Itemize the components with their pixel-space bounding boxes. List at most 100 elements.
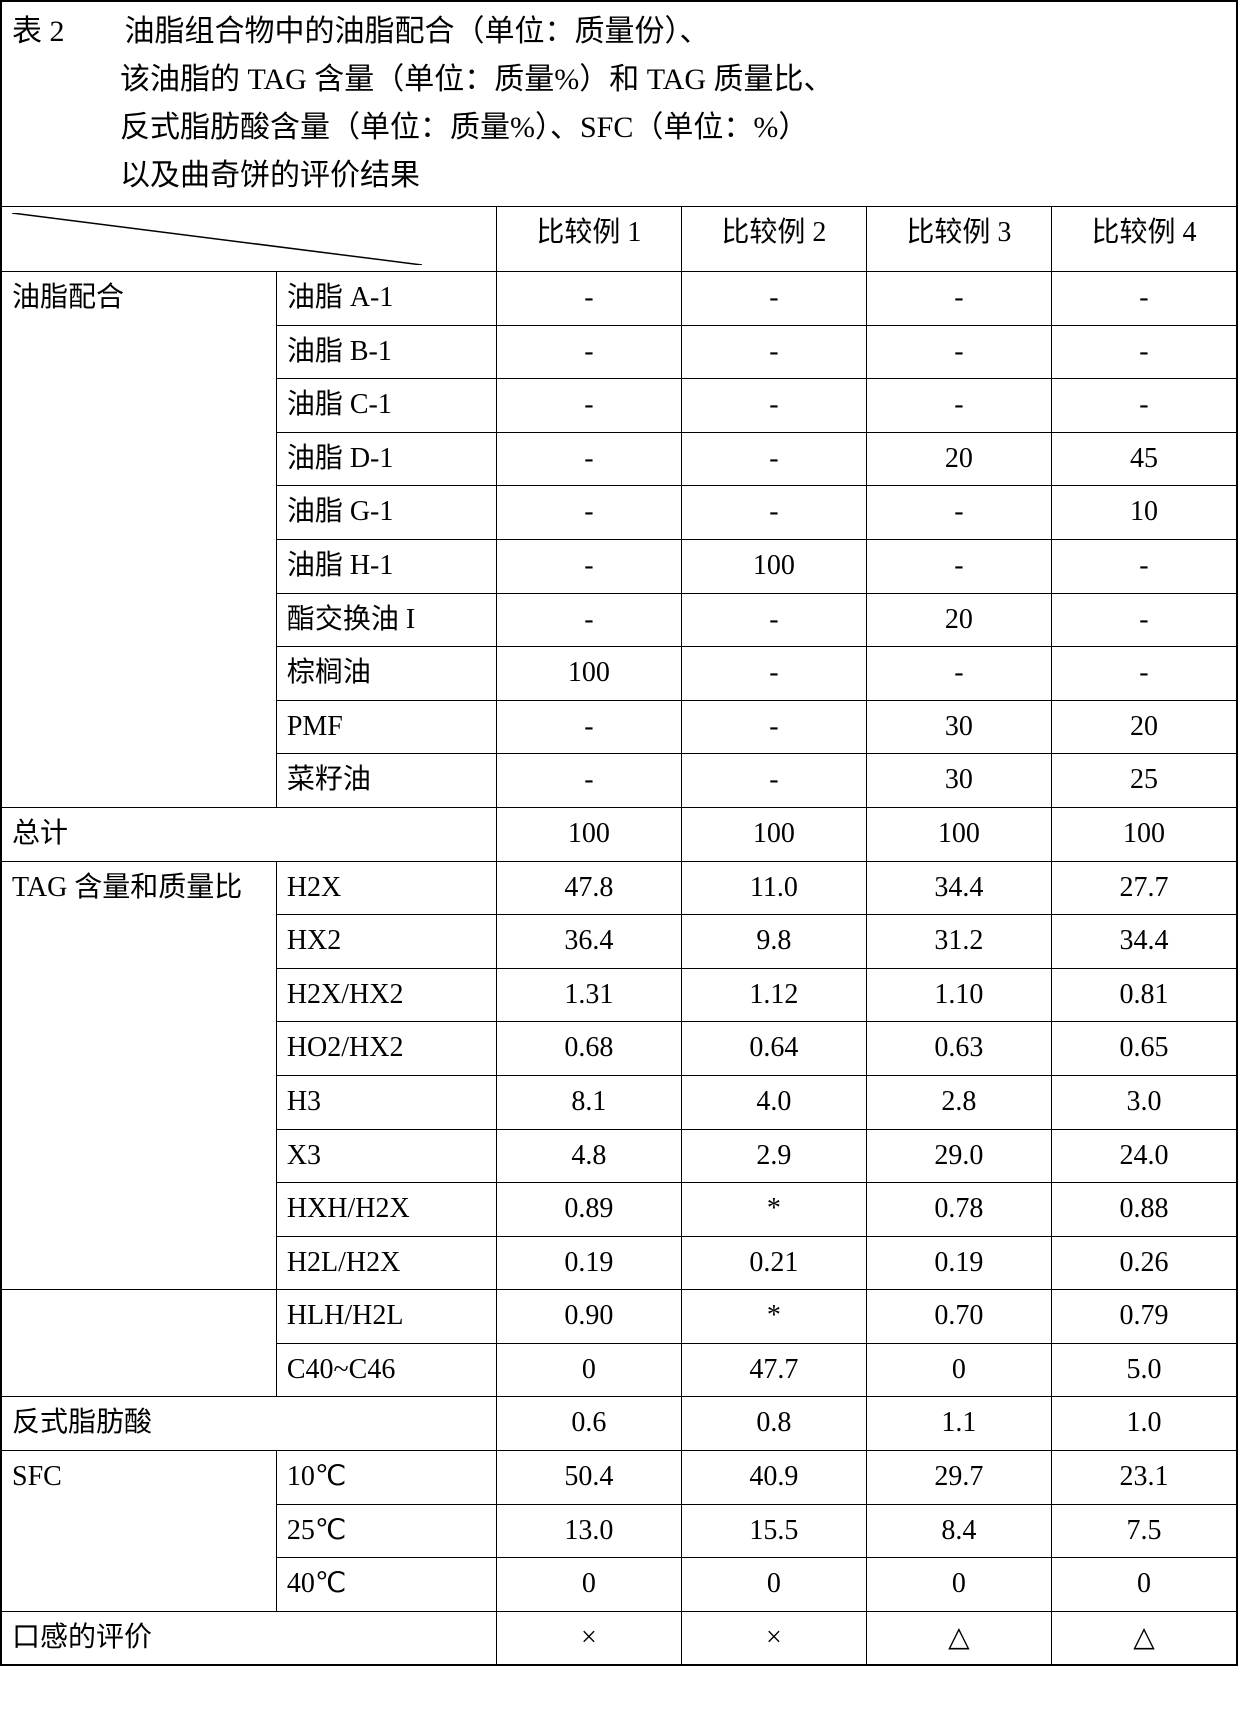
page: 表 2 油脂组合物中的油脂配合（单位：质量份）、 该油脂的 TAG 含量（单位：… bbox=[0, 0, 1240, 1666]
row-label: HXH/H2X bbox=[276, 1183, 496, 1237]
cell: - bbox=[866, 647, 1051, 701]
cell: 0.78 bbox=[866, 1183, 1051, 1237]
cell: - bbox=[681, 379, 866, 433]
cell: 0.90 bbox=[496, 1290, 681, 1344]
cell: 1.0 bbox=[1051, 1397, 1237, 1451]
group-label-blend: 油脂配合 bbox=[1, 272, 276, 808]
row-label: HX2 bbox=[276, 915, 496, 969]
diagonal-line-icon bbox=[12, 213, 422, 265]
table-caption: 表 2 油脂组合物中的油脂配合（单位：质量份）、 该油脂的 TAG 含量（单位：… bbox=[1, 1, 1237, 207]
taste-label: 口感的评价 bbox=[1, 1611, 496, 1665]
total-label: 总计 bbox=[1, 807, 496, 861]
cell: 0.65 bbox=[1051, 1022, 1237, 1076]
cell: 2.9 bbox=[681, 1129, 866, 1183]
row-label: HLH/H2L bbox=[276, 1290, 496, 1344]
cell: 0.21 bbox=[681, 1236, 866, 1290]
cell: 10 bbox=[1051, 486, 1237, 540]
cell: 1.31 bbox=[496, 968, 681, 1022]
cell: 45 bbox=[1051, 432, 1237, 486]
row-label: 油脂 G-1 bbox=[276, 486, 496, 540]
cell: - bbox=[496, 700, 681, 754]
cell: 34.4 bbox=[866, 861, 1051, 915]
cell: 11.0 bbox=[681, 861, 866, 915]
cell: 1.10 bbox=[866, 968, 1051, 1022]
table-row: SFC 10℃ 50.4 40.9 29.7 23.1 bbox=[1, 1451, 1237, 1505]
cell: 0.26 bbox=[1051, 1236, 1237, 1290]
col-header-2: 比较例 2 bbox=[681, 207, 866, 272]
cell: 0 bbox=[866, 1558, 1051, 1612]
row-label: H2X/HX2 bbox=[276, 968, 496, 1022]
row-label: 油脂 D-1 bbox=[276, 432, 496, 486]
cell: × bbox=[681, 1611, 866, 1665]
diagonal-header bbox=[1, 207, 496, 272]
cell: 0 bbox=[496, 1343, 681, 1397]
table-row: TAG 含量和质量比 H2X 47.8 11.0 34.4 27.7 bbox=[1, 861, 1237, 915]
cell: 1.1 bbox=[866, 1397, 1051, 1451]
cell: 29.7 bbox=[866, 1451, 1051, 1505]
group-label-blank bbox=[1, 1290, 276, 1397]
cell: 0.79 bbox=[1051, 1290, 1237, 1344]
row-label: 40℃ bbox=[276, 1558, 496, 1612]
cell: 0 bbox=[496, 1558, 681, 1612]
cell: - bbox=[681, 754, 866, 808]
cell: 27.7 bbox=[1051, 861, 1237, 915]
caption-line-3: 反式脂肪酸含量（单位：质量%）、SFC（单位：%） bbox=[12, 104, 1226, 152]
cell: 47.7 bbox=[681, 1343, 866, 1397]
cell: - bbox=[496, 272, 681, 326]
cell: 30 bbox=[866, 754, 1051, 808]
cell: 47.8 bbox=[496, 861, 681, 915]
cell: 15.5 bbox=[681, 1504, 866, 1558]
cell: - bbox=[866, 539, 1051, 593]
cell: 7.5 bbox=[1051, 1504, 1237, 1558]
cell: 0.81 bbox=[1051, 968, 1237, 1022]
cell: 100 bbox=[496, 647, 681, 701]
cell: 0 bbox=[866, 1343, 1051, 1397]
cell: - bbox=[681, 593, 866, 647]
cell: - bbox=[496, 379, 681, 433]
row-label: X3 bbox=[276, 1129, 496, 1183]
cell: - bbox=[1051, 539, 1237, 593]
group-label-sfc: SFC bbox=[1, 1451, 276, 1612]
row-label: C40~C46 bbox=[276, 1343, 496, 1397]
cell: - bbox=[496, 754, 681, 808]
cell: - bbox=[1051, 325, 1237, 379]
caption-line-1: 表 2 油脂组合物中的油脂配合（单位：质量份）、 bbox=[12, 8, 1226, 56]
cell: 0.88 bbox=[1051, 1183, 1237, 1237]
cell: △ bbox=[1051, 1611, 1237, 1665]
cell: 50.4 bbox=[496, 1451, 681, 1505]
cell: - bbox=[681, 272, 866, 326]
cell: - bbox=[496, 432, 681, 486]
row-label: PMF bbox=[276, 700, 496, 754]
col-header-3: 比较例 3 bbox=[866, 207, 1051, 272]
row-label: 油脂 B-1 bbox=[276, 325, 496, 379]
cell: 0 bbox=[1051, 1558, 1237, 1612]
cell: - bbox=[1051, 379, 1237, 433]
caption-line-2: 该油脂的 TAG 含量（单位：质量%）和 TAG 质量比、 bbox=[12, 56, 1226, 104]
cell: 4.8 bbox=[496, 1129, 681, 1183]
row-label: HO2/HX2 bbox=[276, 1022, 496, 1076]
cell: 24.0 bbox=[1051, 1129, 1237, 1183]
cell: - bbox=[681, 700, 866, 754]
cell: 8.1 bbox=[496, 1075, 681, 1129]
cell: 0.8 bbox=[681, 1397, 866, 1451]
cell: 0 bbox=[681, 1558, 866, 1612]
total-row: 总计 100 100 100 100 bbox=[1, 807, 1237, 861]
cell: 31.2 bbox=[866, 915, 1051, 969]
cell: - bbox=[496, 325, 681, 379]
cell: 34.4 bbox=[1051, 915, 1237, 969]
taste-row: 口感的评价 × × △ △ bbox=[1, 1611, 1237, 1665]
cell: 0.19 bbox=[866, 1236, 1051, 1290]
cell: 23.1 bbox=[1051, 1451, 1237, 1505]
cell: 8.4 bbox=[866, 1504, 1051, 1558]
cell: 29.0 bbox=[866, 1129, 1051, 1183]
cell: 1.12 bbox=[681, 968, 866, 1022]
cell: × bbox=[496, 1611, 681, 1665]
cell: 30 bbox=[866, 700, 1051, 754]
cell: 9.8 bbox=[681, 915, 866, 969]
cell: △ bbox=[866, 1611, 1051, 1665]
table-row: HLH/H2L 0.90 * 0.70 0.79 bbox=[1, 1290, 1237, 1344]
row-label: 酯交换油 I bbox=[276, 593, 496, 647]
cell: - bbox=[1051, 593, 1237, 647]
cell: 0.64 bbox=[681, 1022, 866, 1076]
cell: 0.19 bbox=[496, 1236, 681, 1290]
